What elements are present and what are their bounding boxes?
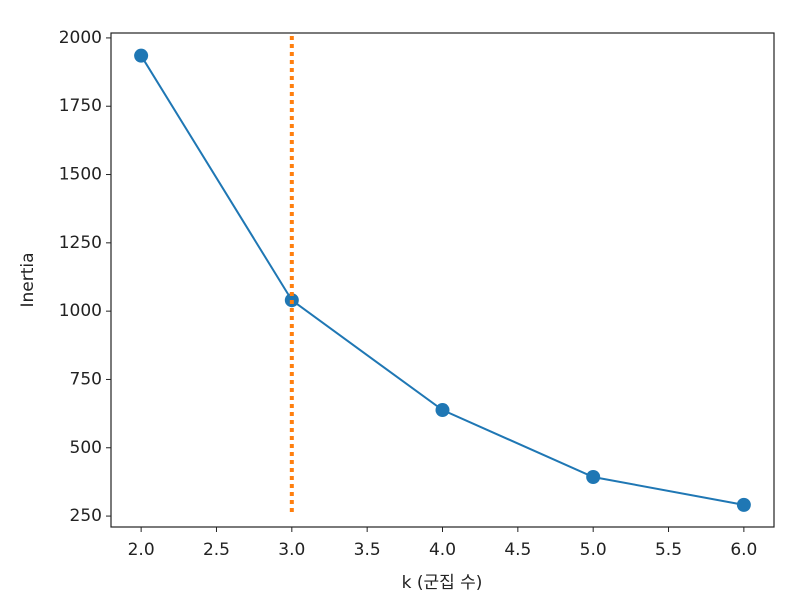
x-tick-label: 3.0 (278, 540, 305, 560)
x-tick-label: 5.0 (580, 540, 607, 560)
marker (586, 469, 601, 484)
x-axis-label: k (군집 수) (402, 573, 483, 593)
y-axis-label: Inertia (18, 252, 38, 307)
x-tick-label: 6.0 (730, 540, 757, 560)
marker (435, 403, 450, 418)
x-tick-label: 3.5 (354, 540, 381, 560)
y-tick-label: 250 (70, 506, 102, 526)
x-tick-label: 4.5 (504, 540, 531, 560)
x-tick-label: 4.0 (429, 540, 456, 560)
x-tick-label: 5.5 (655, 540, 682, 560)
y-tick-label: 2000 (59, 28, 102, 48)
marker (134, 48, 149, 63)
line (140, 55, 745, 506)
y-tick-label: 750 (70, 369, 102, 389)
x-tick-label: 2.5 (203, 540, 230, 560)
x-tick-label: 2.0 (128, 540, 155, 560)
y-tick-label: 1000 (59, 301, 102, 321)
plot-frame (110, 32, 775, 528)
y-tick-label: 1500 (59, 165, 102, 185)
marker (736, 497, 751, 512)
y-tick-label: 500 (70, 438, 102, 458)
y-tick-label: 1750 (59, 96, 102, 116)
y-tick-label: 1250 (59, 233, 102, 253)
